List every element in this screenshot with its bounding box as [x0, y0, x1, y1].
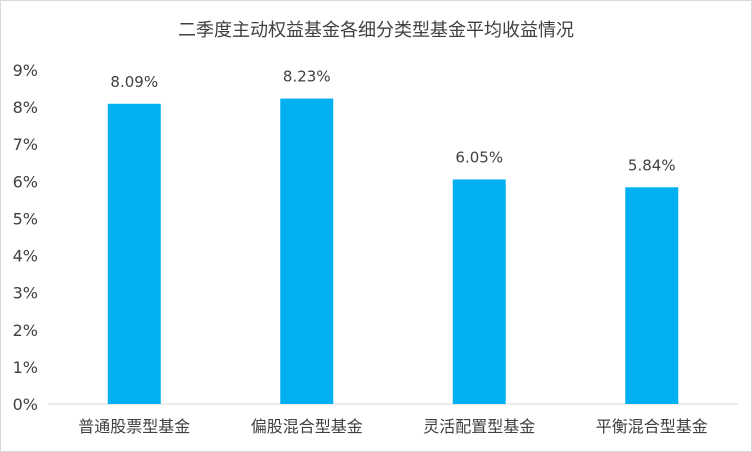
x-tick-label: 偏股混合型基金 — [251, 417, 363, 436]
bar — [625, 187, 679, 404]
x-tick-label: 普通股票型基金 — [78, 417, 190, 436]
x-tick-label: 灵活配置型基金 — [423, 417, 535, 436]
data-labels: 8.09% 8.23% 6.05% 5.84% — [110, 68, 675, 175]
bars — [107, 98, 679, 404]
y-axis-ticks: 0% 1% 2% 3% 4% 5% 6% 7% 8% 9% — [13, 61, 38, 414]
data-label: 8.09% — [110, 73, 158, 91]
y-tick-label: 5% — [13, 209, 38, 228]
y-tick-label: 2% — [13, 321, 38, 340]
bar — [452, 179, 506, 404]
x-axis-labels: 普通股票型基金 偏股混合型基金 灵活配置型基金 平衡混合型基金 — [78, 417, 708, 436]
y-tick-label: 6% — [13, 172, 38, 191]
chart-title: 二季度主动权益基金各细分类型基金平均收益情况 — [178, 20, 574, 41]
bar — [280, 98, 334, 404]
data-label: 5.84% — [628, 156, 676, 174]
y-tick-label: 8% — [13, 98, 38, 117]
y-tick-label: 3% — [13, 284, 38, 303]
bar — [107, 103, 161, 404]
y-tick-label: 9% — [13, 61, 38, 80]
y-tick-label: 0% — [13, 395, 38, 414]
x-tick-label: 平衡混合型基金 — [596, 417, 708, 436]
y-tick-label: 4% — [13, 247, 38, 266]
data-label: 6.05% — [455, 148, 503, 166]
data-label: 8.23% — [283, 68, 331, 86]
y-tick-label: 7% — [13, 135, 38, 154]
y-tick-label: 1% — [13, 358, 38, 377]
